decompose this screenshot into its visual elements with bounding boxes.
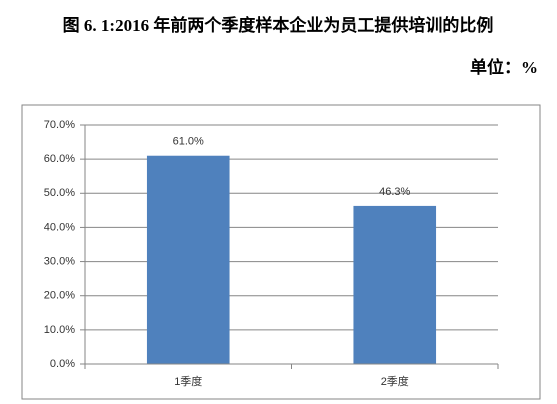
y-tick-label: 40.0% <box>44 221 75 233</box>
value-label: 46.3% <box>379 186 410 198</box>
y-tick-label: 50.0% <box>44 187 75 199</box>
value-label: 61.0% <box>173 136 204 148</box>
bar <box>353 205 437 364</box>
y-tick-label: 10.0% <box>44 324 75 336</box>
y-tick-label: 60.0% <box>44 153 75 165</box>
chart-title: 图 6. 1:2016 年前两个季度样本企业为员工提供培训的比例 <box>63 15 494 35</box>
unit-label: 单位：% <box>470 57 538 77</box>
x-tick-label: 2季度 <box>381 374 409 388</box>
y-tick-label: 20.0% <box>44 290 75 302</box>
x-tick-label: 1季度 <box>174 374 202 388</box>
y-tick-label: 0.0% <box>50 358 75 370</box>
bar <box>146 155 230 364</box>
chart-frame <box>21 104 541 400</box>
y-tick-label: 30.0% <box>44 255 75 267</box>
y-tick-label: 70.0% <box>44 119 75 131</box>
